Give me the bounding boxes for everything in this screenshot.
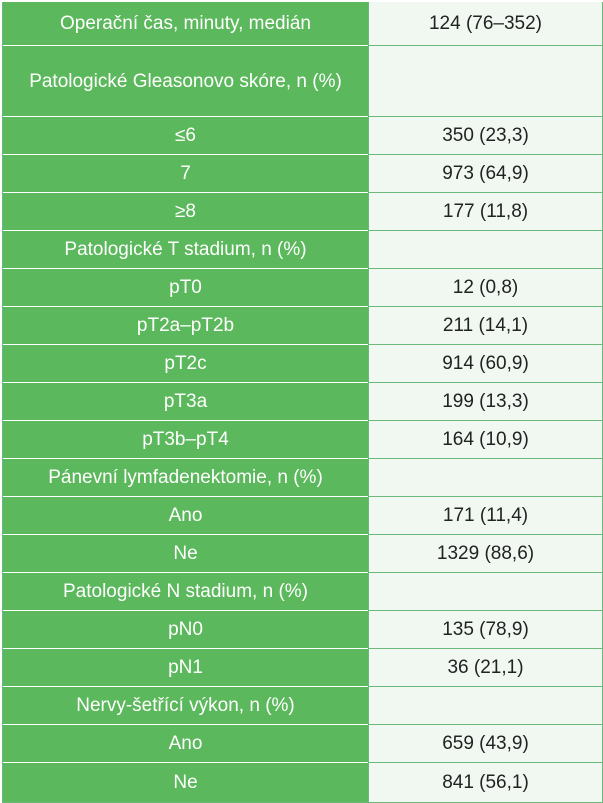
row-label: Ano [3, 497, 368, 535]
table-row: pT0 12 (0,8) [3, 269, 602, 307]
table-row: Ano 171 (11,4) [3, 497, 602, 535]
row-value: 36 (21,1) [368, 649, 602, 687]
row-value [368, 459, 602, 497]
table-row: pT2c 914 (60,9) [3, 345, 602, 383]
row-value: 135 (78,9) [368, 611, 602, 649]
row-value: 659 (43,9) [368, 725, 602, 763]
row-value: 350 (23,3) [368, 117, 602, 155]
table-row: pN1 36 (21,1) [3, 649, 602, 687]
row-value: 973 (64,9) [368, 155, 602, 193]
row-label: 7 [3, 155, 368, 193]
row-value [368, 687, 602, 725]
row-value [368, 573, 602, 611]
table-row: ≤6 350 (23,3) [3, 117, 602, 155]
table-row: Patologické N stadium, n (%) [3, 573, 602, 611]
table-row: Patologické T stadium, n (%) [3, 231, 602, 269]
row-label: ≥8 [3, 193, 368, 231]
row-label: pN1 [3, 649, 368, 687]
row-label: Nervy-šetřící výkon, n (%) [3, 687, 368, 725]
row-label: Patologické N stadium, n (%) [3, 573, 368, 611]
row-label: Ne [3, 535, 368, 573]
row-value [368, 231, 602, 269]
row-value: 841 (56,1) [368, 763, 602, 802]
row-label: pN0 [3, 611, 368, 649]
table-row: Ne 1329 (88,6) [3, 535, 602, 573]
row-label: pT0 [3, 269, 368, 307]
table-row: Ne 841 (56,1) [3, 763, 602, 802]
table-row: Pánevní lymfadenektomie, n (%) [3, 459, 602, 497]
row-value: 177 (11,8) [368, 193, 602, 231]
row-label: Ne [3, 763, 368, 802]
row-value: 164 (10,9) [368, 421, 602, 459]
table-row: pN0 135 (78,9) [3, 611, 602, 649]
row-value: 124 (76–352) [368, 2, 602, 46]
table-row: pT3b–pT4 164 (10,9) [3, 421, 602, 459]
table-row: 7 973 (64,9) [3, 155, 602, 193]
row-label: Patologické Gleasonovo skóre, n (%) [3, 46, 368, 117]
table-row: Nervy-šetřící výkon, n (%) [3, 687, 602, 725]
row-value: 12 (0,8) [368, 269, 602, 307]
row-label: ≤6 [3, 117, 368, 155]
table-row: Patologické Gleasonovo skóre, n (%) [3, 46, 602, 117]
table-row: pT3a 199 (13,3) [3, 383, 602, 421]
table-row: pT2a–pT2b 211 (14,1) [3, 307, 602, 345]
row-value: 1329 (88,6) [368, 535, 602, 573]
table-row: ≥8 177 (11,8) [3, 193, 602, 231]
row-label: pT3b–pT4 [3, 421, 368, 459]
row-value: 199 (13,3) [368, 383, 602, 421]
row-value: 211 (14,1) [368, 307, 602, 345]
row-value: 914 (60,9) [368, 345, 602, 383]
row-label: Pánevní lymfadenektomie, n (%) [3, 459, 368, 497]
row-value: 171 (11,4) [368, 497, 602, 535]
table-row: Operační čas, minuty, medián 124 (76–352… [3, 2, 602, 46]
row-label: Patologické T stadium, n (%) [3, 231, 368, 269]
row-label: pT2c [3, 345, 368, 383]
row-label: pT3a [3, 383, 368, 421]
row-label: Operační čas, minuty, medián [3, 2, 368, 46]
row-label: pT2a–pT2b [3, 307, 368, 345]
table-row: Ano 659 (43,9) [3, 725, 602, 763]
row-label: Ano [3, 725, 368, 763]
row-value [368, 46, 602, 117]
